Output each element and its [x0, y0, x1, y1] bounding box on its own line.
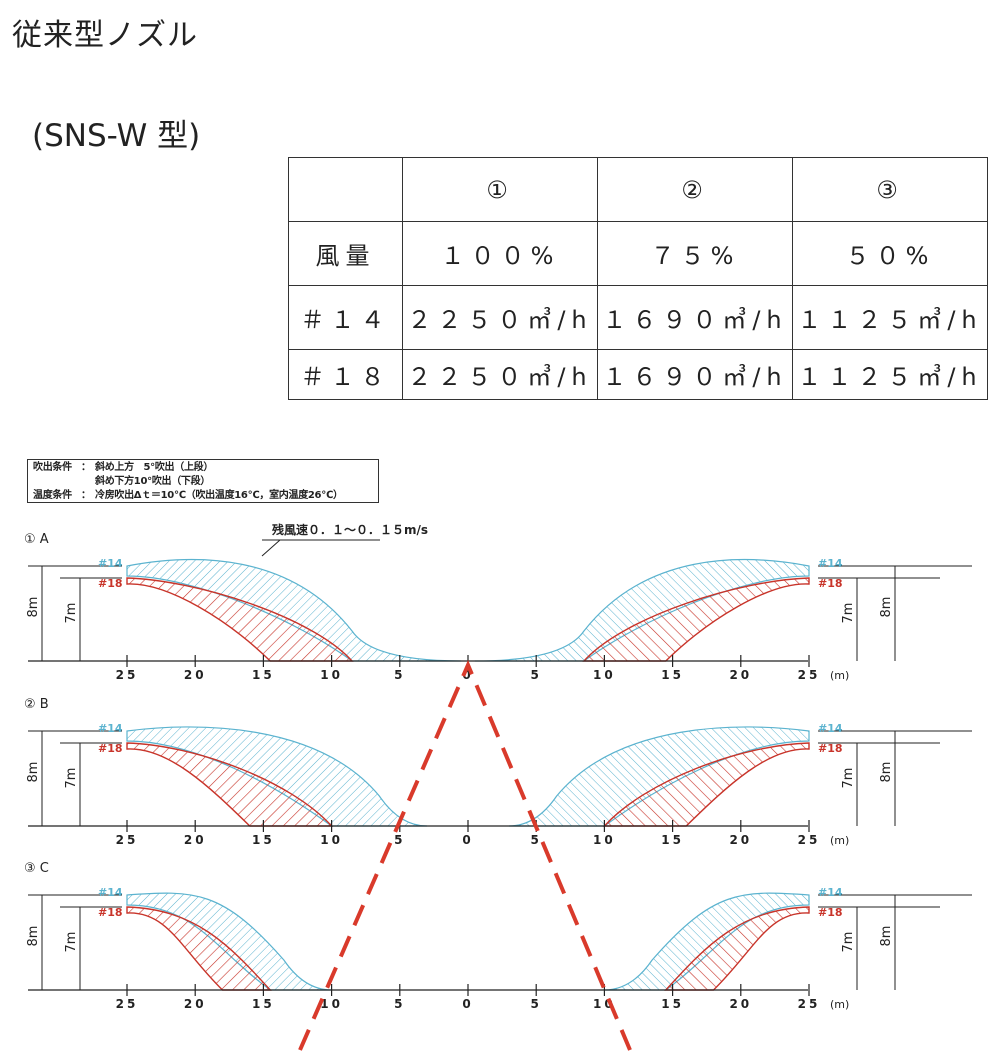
- axis-tick-label: 20: [729, 833, 752, 847]
- nozzle-14-label: #14: [98, 722, 123, 735]
- height-8m-label: 8m: [26, 762, 41, 783]
- panel-1: ① A 8m 7m #14 #18 8m 7m #14 #18 25 20 15 10 5 0 5 10 15 20…: [24, 532, 972, 682]
- table-cell: ５０%: [792, 221, 988, 286]
- nozzle-14-label: #14: [818, 886, 843, 899]
- table-cell: ７５%: [597, 221, 793, 286]
- nozzle-18-label: #18: [98, 906, 123, 919]
- table-row: ＃１８ ２２５０㎥/h １６９０㎥/h １１２５㎥/h: [288, 349, 988, 400]
- temp-condition-label: 温度条件: [33, 490, 72, 501]
- axis-tick-label: 15: [661, 833, 684, 847]
- axis-tick-label: 10: [320, 668, 343, 682]
- axis-tick-label: 5: [531, 997, 542, 1011]
- panel-label: ② B: [24, 697, 49, 712]
- axis-unit: (m): [830, 834, 849, 847]
- table-cell: １１２５㎥/h: [792, 349, 988, 400]
- axis-tick-label: 20: [184, 833, 207, 847]
- axis-tick-label: 25: [116, 997, 139, 1011]
- table-cell: １６９０㎥/h: [597, 349, 793, 400]
- table-cell: １１２５㎥/h: [792, 285, 988, 350]
- axis-tick-label: 0: [462, 668, 473, 682]
- height-8m-label: 8m: [879, 762, 894, 783]
- table-row: ＃１４ ２２５０㎥/h １６９０㎥/h １１２５㎥/h: [288, 285, 988, 350]
- height-7m-label: 7m: [841, 932, 856, 953]
- axis-tick-label: 15: [661, 668, 684, 682]
- nozzle-18-label: #18: [98, 577, 123, 590]
- axis-tick-label: 20: [184, 668, 207, 682]
- axis-tick-label: 10: [593, 833, 616, 847]
- panel-2: ② B 8m 7m #14 #18 8m 7m #14 #18 25 20 15 10 5 0 5 10 15 20…: [24, 697, 972, 847]
- blow-lower: 斜め下方10°吹出（下段）: [95, 476, 211, 487]
- model-subtitle: (SNS-W 型): [32, 118, 201, 154]
- height-8m-label: 8m: [879, 597, 894, 618]
- blow-upper: 斜め上方 5°吹出（上段）: [95, 462, 214, 473]
- axis-tick-label: 20: [184, 997, 207, 1011]
- residual-velocity-label: 残風速０．１～０．１５m/s: [272, 522, 428, 537]
- nozzle-14-label: #14: [818, 722, 843, 735]
- axis-tick-label: 5: [531, 668, 542, 682]
- table-cell: １６９０㎥/h: [597, 285, 793, 350]
- nozzle-18-label: #18: [98, 742, 123, 755]
- axis-tick-label: 25: [798, 833, 821, 847]
- table-header-cell: [288, 157, 403, 222]
- table-cell: ２２５０㎥/h: [402, 285, 598, 350]
- axis-tick-label: 10: [320, 833, 343, 847]
- panel-label: ① A: [24, 532, 49, 547]
- axis-tick-label: 0: [462, 833, 473, 847]
- table-row: 風量 １００% ７５% ５０%: [288, 221, 988, 286]
- axis-tick-label: 20: [729, 997, 752, 1011]
- separator: ：: [81, 490, 91, 501]
- page-title: 従来型ノズル: [12, 18, 198, 53]
- height-7m-label: 7m: [64, 932, 79, 953]
- axis-tick-label: 15: [252, 833, 275, 847]
- panel-label: ③ C: [24, 861, 49, 876]
- table-cell: ＃１４: [288, 285, 403, 350]
- height-8m-label: 8m: [26, 597, 41, 618]
- height-7m-label: 7m: [841, 603, 856, 624]
- temp-value: 冷房吹出Δｔ＝10℃（吹出温度16℃，室内温度26℃）: [95, 490, 343, 501]
- airflow-table: ① ② ③ 風量 １００% ７５% ５０% ＃１４ ２２５０㎥/h １６９０㎥/…: [288, 157, 988, 400]
- axis-tick-label: 5: [394, 997, 405, 1011]
- axis-tick-label: 25: [798, 997, 821, 1011]
- axis-tick-label: 20: [729, 668, 752, 682]
- axis-tick-label: 15: [252, 997, 275, 1011]
- nozzle-18-label: #18: [818, 577, 843, 590]
- height-8m-label: 8m: [879, 926, 894, 947]
- axis-tick-label: 25: [798, 668, 821, 682]
- axis-tick-label: 25: [116, 833, 139, 847]
- axis-tick-label: 15: [661, 997, 684, 1011]
- axis-tick-label: 10: [593, 668, 616, 682]
- axis-tick-label: 5: [394, 668, 405, 682]
- axis-unit: (m): [830, 998, 849, 1011]
- nozzle-14-label: #14: [818, 557, 843, 570]
- height-7m-label: 7m: [64, 768, 79, 789]
- height-8m-label: 8m: [26, 926, 41, 947]
- nozzle-18-label: #18: [818, 906, 843, 919]
- nozzle-18-label: #18: [818, 742, 843, 755]
- axis-tick-label: 10: [320, 997, 343, 1011]
- throw-boundary-dashed-line: [298, 659, 632, 1051]
- nozzle-14-label: #14: [98, 557, 123, 570]
- nozzle-14-label: #14: [98, 886, 123, 899]
- table-header-cell: ③: [792, 157, 988, 222]
- axis-tick-label: 5: [531, 833, 542, 847]
- axis-tick-label: 5: [394, 833, 405, 847]
- axis-tick-label: 15: [252, 668, 275, 682]
- leader-arrow: [261, 539, 281, 557]
- axis-tick-label: 25: [116, 668, 139, 682]
- table-cell: １００%: [402, 221, 598, 286]
- table-header-cell: ②: [597, 157, 793, 222]
- axis-unit: (m): [830, 669, 849, 682]
- height-7m-label: 7m: [64, 603, 79, 624]
- conditions-box: 吹出条件 ： 斜め上方 5°吹出（上段） 斜め下方10°吹出（下段） 温度条件 ： 冷房…: [27, 459, 379, 503]
- axis-tick-label: 0: [462, 997, 473, 1011]
- separator: ：: [81, 462, 91, 473]
- height-7m-label: 7m: [841, 768, 856, 789]
- blow-condition-label: 吹出条件: [33, 462, 72, 473]
